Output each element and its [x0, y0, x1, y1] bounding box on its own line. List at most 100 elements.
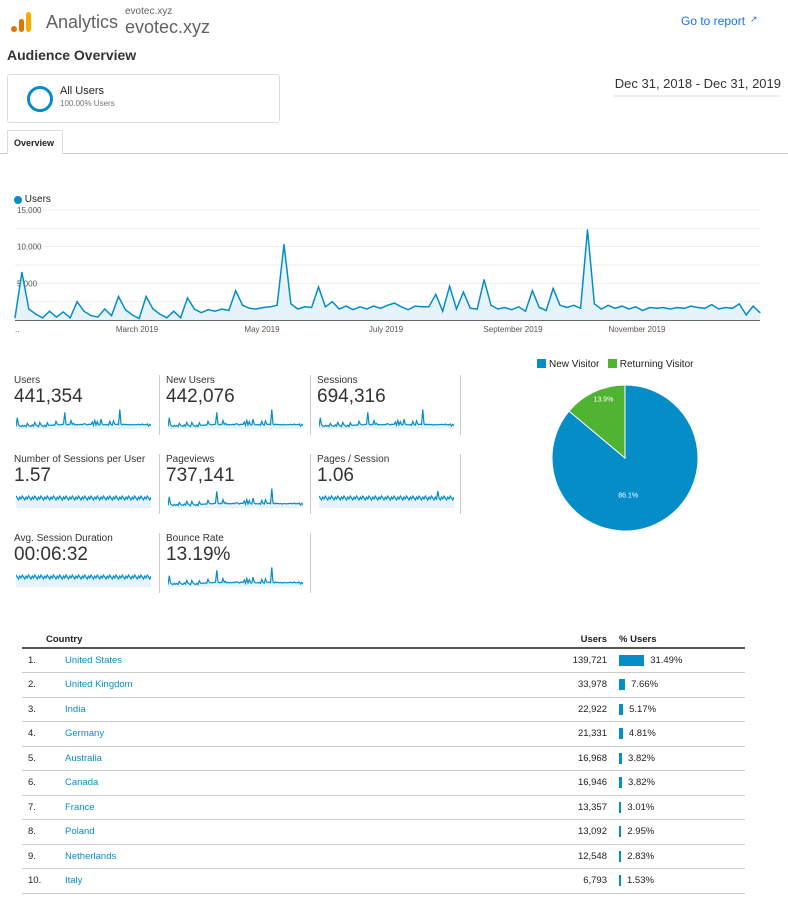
date-range-picker[interactable]: Dec 31, 2018 - Dec 31, 2019	[614, 76, 781, 97]
row-rank: 5.	[22, 746, 46, 771]
sparkline-line	[319, 409, 454, 428]
share-bar	[619, 777, 623, 789]
pie-slice-new-visitor[interactable]	[551, 384, 699, 532]
visitor-pie-chart: 86.1% 13.9%	[551, 384, 699, 532]
data-point	[97, 316, 99, 318]
chart-legend: Users	[14, 194, 51, 205]
data-point	[221, 308, 223, 310]
metric-avg-session-duration[interactable]: Avg. Session Duration 00:06:32	[14, 533, 164, 613]
share-bar	[619, 850, 622, 862]
header-users[interactable]: Users	[499, 632, 619, 649]
metric-label: Number of Sessions per User	[14, 454, 146, 465]
legend-new-visitor: New Visitor	[549, 359, 600, 370]
property-account: evotec.xyz	[125, 6, 173, 17]
metric-pages-session[interactable]: Pages / Session 1.06	[317, 454, 467, 534]
share-bar	[619, 801, 622, 813]
data-point	[435, 293, 437, 295]
row-pct: 31.49%	[650, 655, 683, 666]
row-pct: 1.53%	[627, 875, 654, 887]
data-point	[124, 309, 126, 311]
y-tick-label: 15,000	[17, 206, 42, 215]
country-link[interactable]: Netherlands	[65, 850, 117, 862]
property-name[interactable]: evotec.xyz	[125, 17, 211, 37]
sparkline-area	[168, 409, 303, 429]
country-link[interactable]: India	[65, 703, 86, 715]
country-link[interactable]: Canada	[65, 777, 99, 789]
metric-sessions[interactable]: Sessions 694,316	[317, 375, 467, 455]
metric-divider	[159, 533, 160, 593]
metric-sparkline	[319, 409, 454, 429]
data-point	[559, 304, 561, 306]
segment-all-users[interactable]: All Users 100.00% Users	[7, 74, 280, 123]
row-rank: 9.	[22, 844, 46, 869]
row-users: 6,793	[499, 868, 619, 894]
share-bar	[619, 752, 623, 764]
metric-number-of-sessions-per-user[interactable]: Number of Sessions per User 1.57	[14, 454, 164, 534]
row-pct: 5.17%	[629, 703, 657, 715]
share-bar	[619, 728, 623, 740]
row-rank: 10.	[22, 868, 46, 894]
metric-pageviews[interactable]: Pageviews 737,141	[166, 454, 316, 534]
metric-new-users[interactable]: New Users 442,076	[166, 375, 316, 455]
data-point	[104, 308, 106, 310]
country-link[interactable]: United Kingdom	[65, 679, 133, 691]
go-to-report-link[interactable]: Go to report ↗	[681, 14, 758, 28]
metric-label: Sessions	[317, 375, 358, 386]
table-row: 9. Netherlands 12,548 2.83%	[22, 844, 745, 869]
row-users: 16,968	[499, 746, 619, 771]
data-point	[738, 303, 740, 305]
sparkline-line	[168, 409, 303, 428]
metric-divider	[310, 454, 311, 514]
data-point	[407, 309, 409, 311]
share-bar	[619, 875, 621, 887]
app-name: Analytics	[46, 12, 119, 32]
metric-value: 441,354	[14, 386, 83, 407]
users-line-chart: 15,000 10,000 5,000.. March 2019 May 2019 Jul…	[14, 206, 761, 334]
tab-divider	[0, 153, 788, 154]
pie-slice-returning-visitor[interactable]	[568, 384, 626, 460]
metric-label: New Users	[166, 375, 215, 386]
country-link[interactable]: Germany	[65, 728, 105, 740]
metric-value: 1.57	[14, 465, 51, 486]
metric-bounce-rate[interactable]: Bounce Rate 13.19%	[166, 533, 316, 613]
data-point	[200, 312, 202, 314]
x-tick-label: September 2019	[483, 325, 543, 334]
data-point	[566, 306, 568, 309]
data-point	[504, 306, 506, 309]
header-country[interactable]: Country	[46, 632, 499, 649]
country-link[interactable]: Australia	[65, 752, 102, 764]
analytics-logo-icon	[11, 12, 31, 32]
data-point	[635, 306, 637, 308]
table-row: 3. India 22,922 5.17%	[22, 697, 745, 722]
metric-value: 694,316	[317, 386, 386, 407]
legend-users-dot	[14, 195, 22, 204]
data-point	[669, 308, 671, 310]
data-point	[179, 317, 182, 319]
data-point	[214, 310, 216, 312]
data-point	[55, 316, 57, 318]
data-point	[21, 271, 23, 273]
segment-ring-icon	[27, 86, 53, 112]
header-pct-users[interactable]: % Users	[619, 632, 745, 649]
data-point	[76, 301, 78, 303]
pie-slice-label: 13.9%	[593, 397, 613, 404]
data-point	[628, 308, 630, 310]
data-point	[607, 304, 609, 306]
data-point	[586, 229, 589, 231]
metric-sparkline	[168, 488, 303, 508]
data-point	[159, 313, 161, 315]
data-point	[352, 309, 354, 311]
country-link[interactable]: Italy	[65, 875, 83, 887]
metric-users[interactable]: Users 441,354	[14, 375, 164, 455]
country-link[interactable]: France	[65, 801, 95, 813]
data-point	[649, 306, 651, 309]
metric-divider	[460, 375, 461, 435]
country-link[interactable]: United States	[65, 655, 123, 666]
data-point	[642, 309, 644, 312]
data-point	[580, 307, 582, 309]
metric-label: Pages / Session	[317, 454, 390, 465]
metric-value: 1.06	[317, 465, 354, 486]
data-point	[697, 306, 699, 309]
tab-overview[interactable]: Overview	[7, 130, 63, 154]
country-link[interactable]: Poland	[65, 826, 95, 838]
